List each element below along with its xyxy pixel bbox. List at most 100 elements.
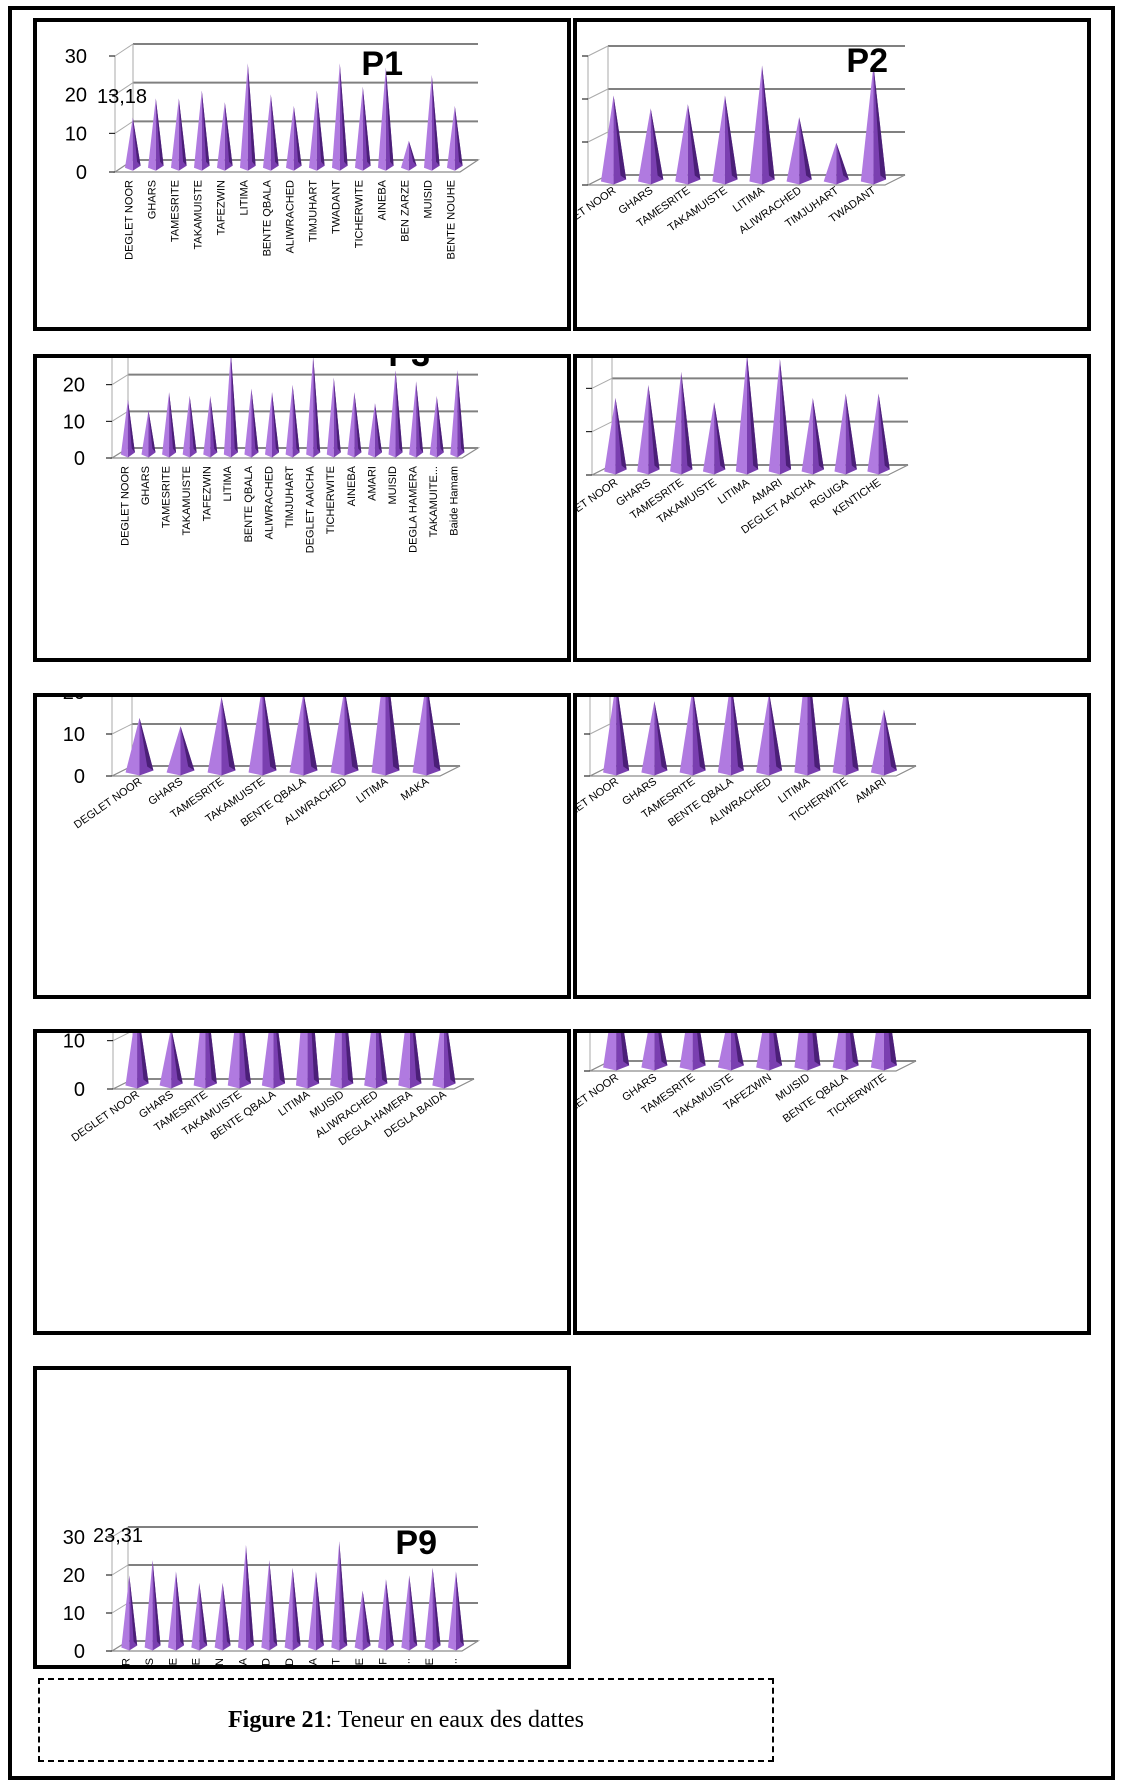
bar-twadant: [331, 1541, 348, 1651]
bar-bente-qbala: [261, 1033, 286, 1089]
x-tick-label: GHARS: [140, 466, 152, 505]
x-tick-label: DEGLA HAMERA: [408, 465, 420, 552]
gridline-side-20: [587, 88, 609, 100]
bar-litima: [735, 358, 759, 475]
bar-amari: [367, 403, 382, 458]
x-tick-label: GHARS: [144, 1658, 156, 1665]
bar-sboua-lousif: [378, 1579, 394, 1651]
bar-aliwrached: [265, 392, 280, 458]
x-tick-label: DEGLET NOOR: [577, 1072, 621, 1128]
x-tick-label: DEGLET NOOR: [124, 180, 136, 260]
x-tick-label: BENTE QBALA: [262, 179, 274, 256]
x-tick-label: AINEBA: [377, 179, 389, 220]
floor-outline: [589, 1060, 917, 1072]
y-tick-label: 0: [74, 1641, 85, 1663]
x-tick-label: TWADANT: [331, 180, 343, 234]
bar-litima: [223, 358, 238, 458]
bar-litima: [371, 697, 400, 776]
bar-bente-qbala: [289, 697, 318, 776]
bar-aliwrached: [756, 697, 783, 776]
y-tick-label: 0: [76, 162, 87, 184]
figure-caption-box: Figure 21: Teneur en eaux des dattes: [38, 1678, 774, 1762]
x-tick-label: BENTE QBALA: [243, 465, 255, 542]
y-tick-label: 20: [63, 375, 85, 397]
bar-tamesrite: [670, 371, 693, 475]
x-tick-label: DEGLET NOOR: [119, 466, 131, 546]
x-tick-label: DEGLET NOOR: [577, 185, 618, 241]
bar-deglet-noor: [120, 399, 135, 458]
x-tick-label: ALIWRACHED: [737, 185, 804, 237]
bar-deglet-aaicha: [801, 397, 824, 475]
x-tick-label: TAKAMUISTE: [193, 180, 205, 249]
bar-deglet-noor: [603, 697, 630, 776]
bar-tafezwin: [216, 102, 233, 171]
y-tick-label: 20: [65, 85, 87, 107]
bar-timjuhart: [308, 90, 325, 171]
data-annotation: 23,31: [93, 1525, 143, 1547]
chart-title: P2: [846, 42, 888, 80]
bar-twadant: [331, 63, 348, 171]
x-tick-label: DEGLA YABSA: [307, 1657, 319, 1665]
x-tick-label: TICHERWITE: [354, 180, 366, 248]
bar-bente-qbala: [717, 697, 744, 776]
bar-tamesrite: [675, 104, 701, 185]
bar-muisid: [261, 1560, 278, 1651]
chart-title: P1: [361, 45, 403, 83]
gridline-side-30: [114, 43, 134, 57]
bar-tamesrite: [193, 1033, 217, 1089]
x-tick-label: ALIWRACHED: [263, 466, 275, 539]
x-tick-label: TAFEZWIN: [214, 1658, 226, 1665]
x-tick-label: MAKA: [399, 775, 432, 803]
x-tick-label: BENTE NOUHE: [446, 180, 458, 259]
y-tick-label: 10: [63, 1033, 85, 1053]
x-tick-label: ALIWRACHED: [285, 180, 297, 253]
bar-deglet-noor: [604, 397, 627, 475]
chart-panel-p3: 0 10 20 30 DEGLET NOOR GHARS TAMESRITE TAKAMUIS…: [33, 354, 571, 662]
bar-aineba: [377, 67, 394, 171]
floor-outline: [589, 765, 917, 777]
bar-ghars: [641, 701, 668, 776]
bar-takamuiste: [193, 90, 210, 171]
bar-ghars: [641, 1033, 668, 1071]
y-tick-label: 20: [63, 697, 85, 704]
bar-takamuiste: [191, 1582, 208, 1651]
x-tick-label: TICHERWITE: [325, 466, 337, 534]
bar-takamuite-: [429, 395, 444, 458]
y-tick-label: 30: [63, 1527, 85, 1549]
bar-tafezwin: [214, 1582, 231, 1651]
bar-aliwrached: [284, 1567, 301, 1651]
figure-caption: Figure 21: Teneur en eaux des dattes: [228, 1707, 584, 1734]
gridline-side-10: [589, 723, 611, 735]
bar-degla-hamera: [409, 381, 424, 458]
chart-p1: 0 10 20 30 DEGLET NOOR GHARS TAMESRITE TAKAMUIS…: [65, 43, 480, 260]
x-tick-label: Baide Hamam: [449, 466, 461, 536]
bar-timjuhart: [823, 142, 849, 185]
y-tick-label: 0: [74, 448, 85, 470]
bar-timjuhart: [285, 384, 300, 458]
bar-ghars: [166, 726, 195, 776]
bar-tamesrite: [170, 98, 187, 171]
bar-litima: [238, 1544, 254, 1651]
bar-bente-nouhe: [446, 105, 463, 171]
page-frame: [8, 6, 1115, 1780]
chart-panel-p9: 0 10 20 30 DEGLET NOOR GHARS TAMESRITE TAKAMUIS…: [33, 1366, 571, 1669]
gridline-side-10: [587, 131, 609, 143]
gridline-side-10: [111, 723, 133, 735]
x-tick-label: ALIWRACHED: [284, 1658, 296, 1665]
x-tick-label: TAFEZWIN: [202, 466, 214, 521]
bar-takamuiste: [712, 95, 738, 185]
bar-degla-hamera: [398, 1033, 422, 1089]
